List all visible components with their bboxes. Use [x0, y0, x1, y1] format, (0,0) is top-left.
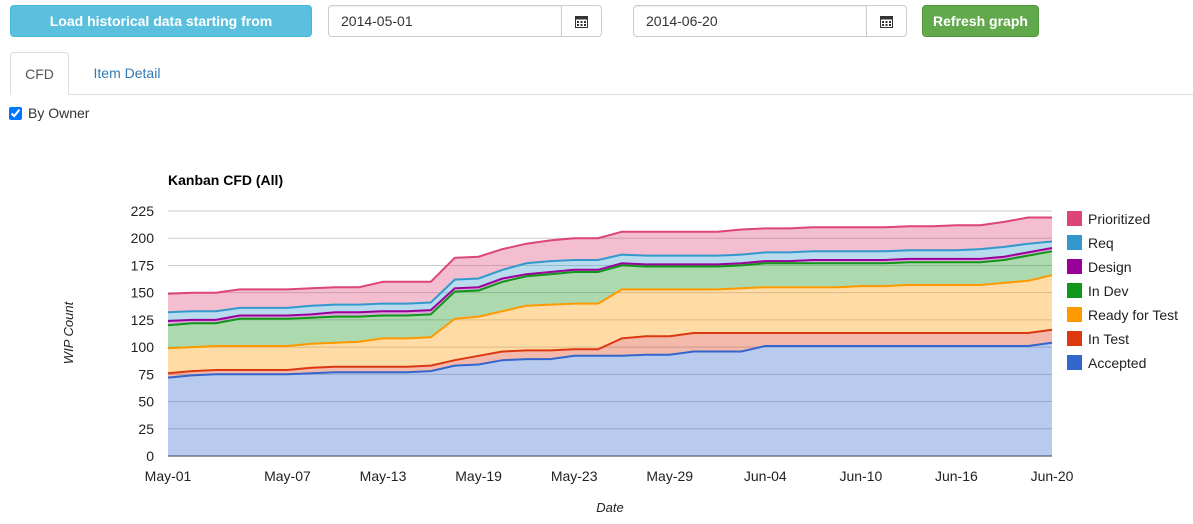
legend-label: Prioritized — [1088, 211, 1150, 227]
x-tick-label: May-19 — [455, 468, 502, 484]
tab-bar: CFD Item Detail — [10, 52, 1193, 95]
x-axis-label: Date — [596, 500, 623, 515]
legend-swatch — [1067, 235, 1082, 250]
line-accepted — [167, 341, 1053, 379]
by-owner-label: By Owner — [28, 105, 90, 121]
legend-swatch — [1067, 307, 1082, 322]
legend-label: Req — [1088, 235, 1114, 251]
legend-label: Ready for Test — [1088, 307, 1178, 323]
area-prioritized — [168, 217, 1052, 313]
y-tick-label: 0 — [146, 448, 154, 464]
tab-cfd[interactable]: CFD — [10, 52, 69, 95]
y-tick-label: 150 — [131, 285, 155, 301]
line-design — [167, 247, 1053, 322]
y-tick-label: 75 — [138, 366, 154, 382]
legend-label: Accepted — [1088, 355, 1146, 371]
x-tick-label: May-29 — [646, 468, 693, 484]
line-in-dev — [167, 250, 1053, 327]
legend-label: Design — [1088, 259, 1132, 275]
legend-swatch — [1067, 355, 1082, 370]
area-in-test — [168, 329, 1052, 378]
calendar-icon — [880, 15, 893, 28]
x-tick-label: Jun-10 — [839, 468, 882, 484]
y-tick-label: 225 — [131, 203, 155, 219]
legend-swatch — [1067, 259, 1082, 274]
start-date-input[interactable] — [328, 5, 562, 37]
line-ready-for-test — [167, 274, 1053, 350]
by-owner-checkbox[interactable] — [9, 106, 22, 120]
area-design — [168, 248, 1052, 326]
legend-swatch — [1067, 283, 1082, 298]
y-tick-label: 100 — [131, 339, 155, 355]
legend-label: In Dev — [1088, 283, 1128, 299]
line-in-test — [167, 328, 1053, 375]
legend-swatch — [1067, 331, 1082, 346]
start-date-group — [328, 5, 602, 37]
x-tick-label: May-13 — [360, 468, 407, 484]
x-tick-label: Jun-04 — [744, 468, 787, 484]
y-tick-label: 50 — [138, 394, 154, 410]
x-tick-label: May-07 — [264, 468, 311, 484]
refresh-graph-button[interactable]: Refresh graph — [922, 5, 1039, 37]
legend-swatch — [1067, 211, 1082, 226]
area-in-dev — [168, 251, 1052, 349]
by-owner-control[interactable]: By Owner — [9, 105, 89, 121]
start-calendar-button[interactable] — [562, 5, 602, 37]
x-tick-label: May-01 — [145, 468, 192, 484]
line-req — [167, 240, 1053, 314]
area-accepted — [168, 342, 1052, 456]
end-calendar-button[interactable] — [867, 5, 907, 37]
legend-label: In Test — [1088, 331, 1129, 347]
y-axis-label: WIP Count — [61, 300, 76, 364]
area-ready-for-test — [168, 275, 1052, 374]
line-prioritized — [167, 216, 1052, 295]
end-date-group — [633, 5, 907, 37]
y-tick-label: 175 — [131, 257, 155, 273]
y-tick-label: 125 — [131, 312, 155, 328]
end-date-input[interactable] — [633, 5, 867, 37]
y-tick-label: 200 — [131, 230, 155, 246]
chart-title: Kanban CFD (All) — [168, 172, 283, 188]
y-tick-label: 25 — [138, 421, 154, 437]
x-tick-label: Jun-16 — [935, 468, 978, 484]
calendar-icon — [575, 15, 588, 28]
x-tick-label: May-23 — [551, 468, 598, 484]
tab-item-detail[interactable]: Item Detail — [93, 65, 161, 81]
area-req — [168, 241, 1052, 321]
x-tick-label: Jun-20 — [1031, 468, 1074, 484]
load-historical-button[interactable]: Load historical data starting from — [10, 5, 312, 37]
